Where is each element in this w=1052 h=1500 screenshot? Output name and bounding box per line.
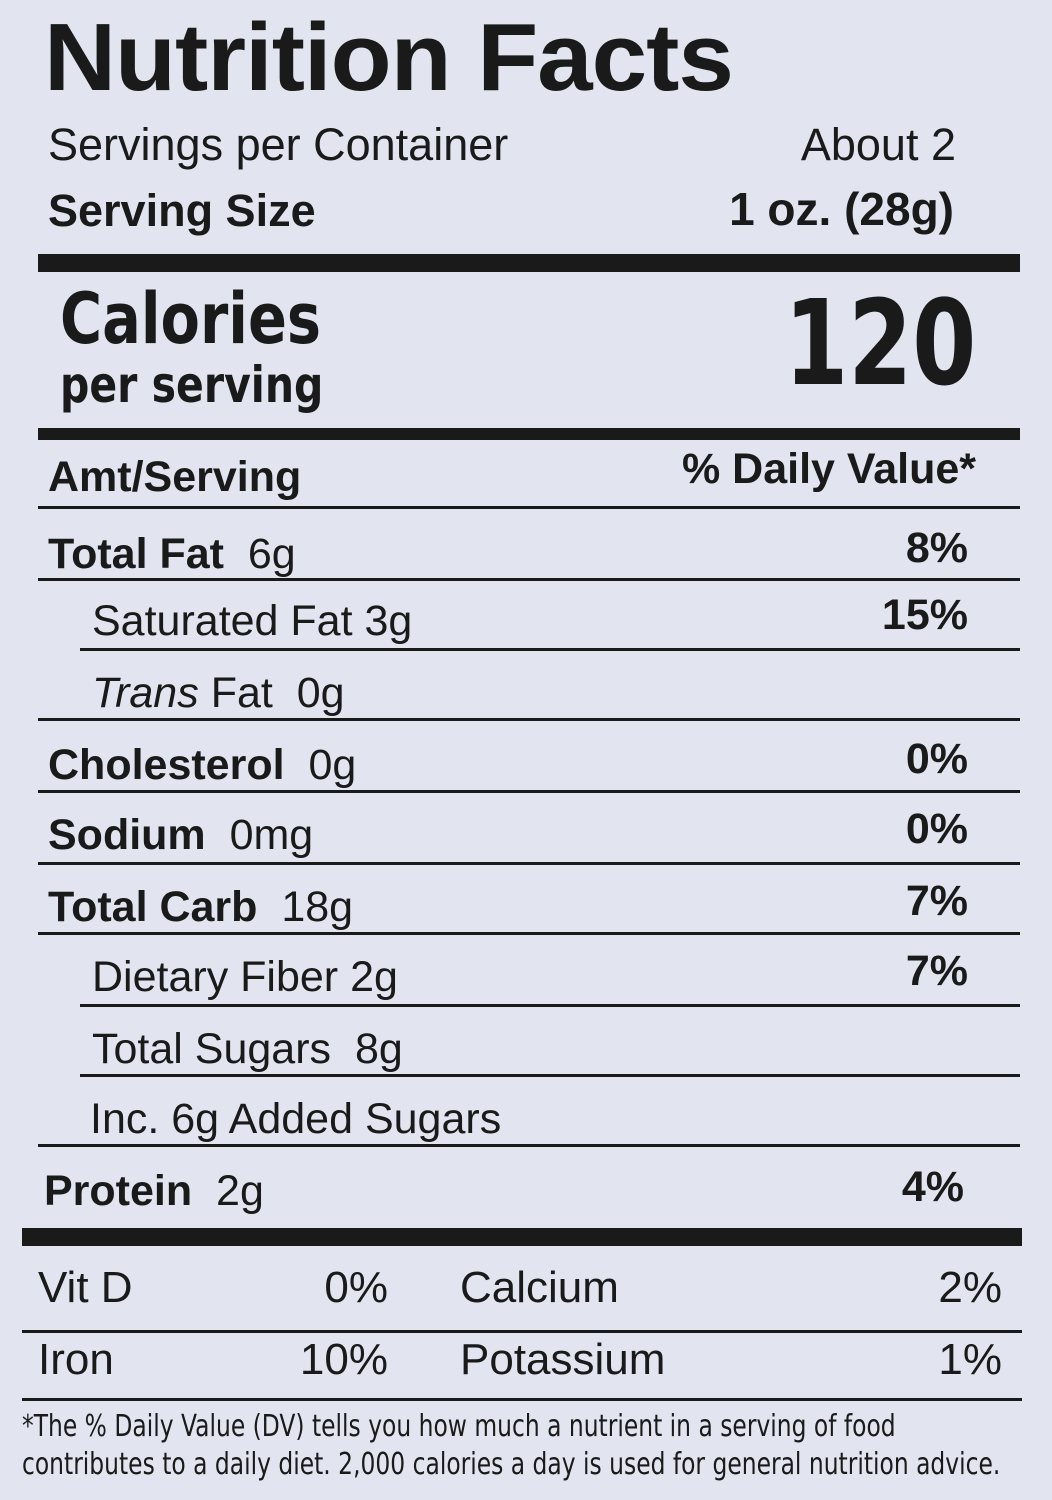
vitamin-name: Calcium	[460, 1263, 619, 1312]
nutrient-dv: 7%	[905, 877, 968, 925]
nutrient-name: Total Carb	[48, 883, 258, 931]
daily-value-header: % Daily Value*	[682, 445, 976, 493]
nutrient-amount: 2g	[350, 953, 398, 1001]
footnote-line-1: *The % Daily Value (DV) tells you how mu…	[22, 1409, 896, 1444]
nutrient-dv: 0%	[905, 735, 968, 783]
vitamin-name: Vit D	[38, 1263, 133, 1312]
nutrient-name: Saturated Fat	[92, 597, 353, 645]
nutrient-amount: 0g	[308, 741, 357, 789]
nutrient-name: Cholesterol	[48, 741, 285, 789]
divider-thin	[80, 648, 1020, 651]
nutrient-row-saturated-fat: Saturated Fat 3g	[92, 600, 412, 643]
label-title: Nutrition Facts	[44, 4, 734, 111]
nutrient-row-trans-fat: Trans Fat 0g	[92, 672, 345, 715]
nutrient-name: Inc. 6g Added Sugars	[90, 1095, 502, 1143]
divider-thin	[38, 718, 1020, 721]
calories-label: Calories	[60, 278, 322, 360]
nutrient-name: Dietary Fiber	[92, 953, 339, 1001]
nutrient-dv: 7%	[905, 947, 968, 995]
divider-thin	[80, 1074, 1020, 1077]
vitamin-dv: 2%	[938, 1263, 1002, 1312]
nutrient-amount: 8g	[354, 1025, 403, 1073]
calories-value: 120	[783, 274, 976, 412]
nutrient-amount: 6g	[247, 530, 296, 578]
nutrient-name-suffix: Fat	[210, 669, 273, 717]
divider-medium	[38, 428, 1020, 440]
nutrient-amount: 3g	[364, 597, 413, 645]
nutrient-row-dietary-fiber: Dietary Fiber 2g	[92, 956, 398, 999]
nutrient-row-added-sugars: Inc. 6g Added Sugars	[90, 1098, 501, 1141]
divider-thin	[22, 1398, 1022, 1401]
nutrient-name: Trans	[92, 669, 199, 717]
divider-thin	[38, 790, 1020, 793]
nutrient-row-cholesterol: Cholesterol 0g	[48, 744, 356, 787]
nutrient-amount: 0mg	[229, 811, 314, 859]
nutrient-dv: 15%	[881, 591, 968, 639]
divider-thin	[80, 1004, 1020, 1007]
divider-thin	[38, 932, 1020, 935]
nutrient-row-protein: Protein 2g	[44, 1170, 264, 1213]
divider-thin	[38, 862, 1020, 865]
nutrient-row-sodium: Sodium 0mg	[48, 814, 313, 857]
footnote-line-2: contributes to a daily diet. 2,000 calor…	[22, 1447, 1001, 1482]
vitamin-name: Potassium	[460, 1335, 666, 1384]
serving-size-value: 1 oz. (28g)	[729, 183, 954, 235]
nutrient-row-total-sugars: Total Sugars 8g	[92, 1028, 403, 1071]
vitamin-dv: 0%	[324, 1263, 388, 1312]
divider-thick	[38, 254, 1020, 272]
divider-thin	[38, 506, 1020, 509]
nutrient-amount: 0g	[296, 669, 345, 717]
vitamin-dv: 1%	[938, 1335, 1002, 1384]
vitamin-name: Iron	[38, 1335, 114, 1384]
serving-size-label: Serving Size	[48, 185, 316, 236]
calories-sublabel: per serving	[60, 356, 324, 414]
servings-per-container-value: About 2	[800, 119, 956, 170]
nutrient-name: Protein	[44, 1167, 193, 1215]
divider-thick	[22, 1228, 1022, 1246]
nutrient-dv: 0%	[905, 805, 968, 853]
amount-per-serving-header: Amt/Serving	[48, 453, 302, 501]
nutrient-name: Total Fat	[48, 530, 224, 578]
servings-per-container-label: Servings per Container	[48, 119, 509, 170]
nutrient-dv: 8%	[905, 524, 968, 572]
nutrient-name: Total Sugars	[92, 1025, 332, 1073]
nutrient-dv: 4%	[901, 1163, 964, 1211]
vitamin-dv: 10%	[299, 1335, 388, 1384]
nutrient-amount: 2g	[216, 1167, 264, 1215]
nutrient-row-total-fat: Total Fat 6g	[48, 533, 296, 576]
divider-thin	[22, 1330, 1022, 1333]
divider-thin	[38, 1144, 1020, 1147]
nutrient-amount: 18g	[281, 883, 354, 931]
divider-thin	[38, 578, 1020, 581]
nutrient-row-total-carb: Total Carb 18g	[48, 886, 353, 929]
nutrient-name: Sodium	[48, 811, 206, 859]
